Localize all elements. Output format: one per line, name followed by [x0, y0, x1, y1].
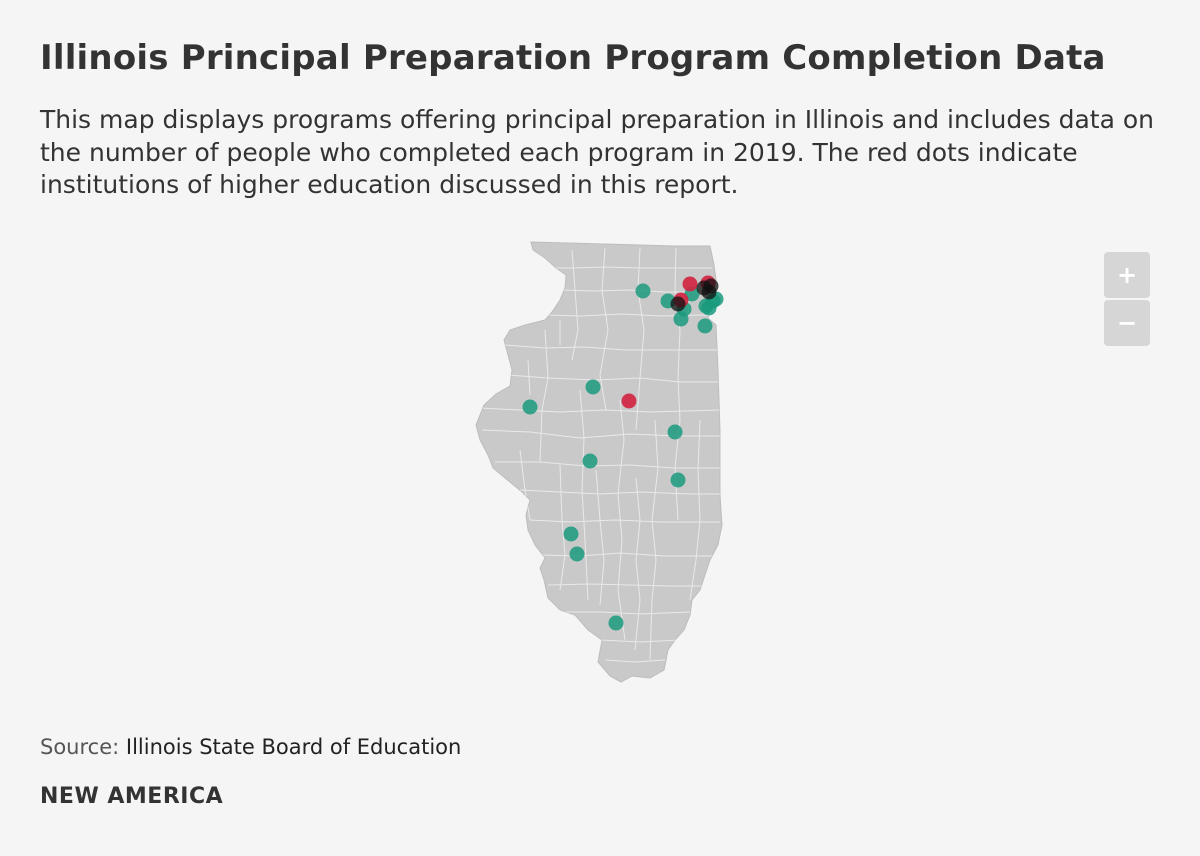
zoom-in-button[interactable]: + — [1104, 252, 1150, 298]
program-dot[interactable] — [585, 379, 601, 395]
program-dot[interactable] — [697, 318, 713, 334]
program-dot[interactable] — [522, 399, 538, 415]
map-svg[interactable] — [460, 235, 750, 690]
new-america-logo: NEW AMERICA — [40, 784, 224, 809]
county-boundaries — [479, 247, 721, 663]
illinois-map[interactable] — [460, 235, 750, 690]
program-dot[interactable] — [670, 472, 686, 488]
program-dot[interactable] — [667, 424, 683, 440]
program-dot[interactable] — [563, 526, 579, 542]
program-dot[interactable] — [569, 546, 585, 562]
overlapping-dot[interactable] — [670, 296, 686, 312]
page-title: Illinois Principal Preparation Program C… — [40, 38, 1106, 78]
program-dot[interactable] — [608, 615, 624, 631]
map-description: This map displays programs offering prin… — [40, 105, 1154, 199]
report-institution-dot[interactable] — [682, 276, 698, 292]
program-dot[interactable] — [635, 283, 651, 299]
program-dots[interactable] — [522, 275, 724, 631]
zoom-out-button[interactable]: − — [1104, 300, 1150, 346]
source-label: Source: — [40, 735, 120, 759]
report-institution-dot[interactable] — [621, 393, 637, 409]
overlapping-dot[interactable] — [703, 278, 719, 294]
illinois-state-shape — [475, 241, 723, 683]
program-dot[interactable] — [582, 453, 598, 469]
source-line: Source: Illinois State Board of Educatio… — [40, 735, 461, 759]
source-text: Illinois State Board of Education — [125, 735, 462, 759]
